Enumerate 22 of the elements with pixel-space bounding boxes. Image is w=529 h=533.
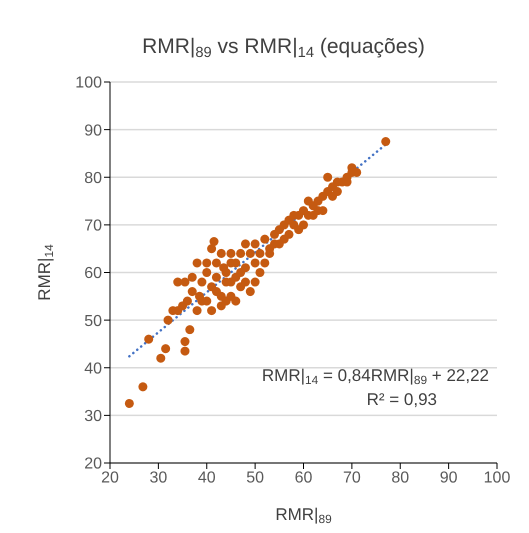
x-tick-label: 30 — [149, 469, 168, 486]
x-tick-label: 40 — [198, 469, 216, 486]
x-axis-title: RMR|$_{89}$ — [275, 505, 332, 526]
chart-title: RMR|$_{89}$ vs RMR|$_{14}$ (equações) — [142, 35, 425, 61]
x-tick-label: 60 — [294, 469, 312, 486]
x-tick-label: 50 — [246, 469, 264, 486]
y-tick-label: 50 — [84, 312, 102, 330]
y-tick-label: 20 — [84, 456, 102, 473]
y-tick-label: 80 — [84, 170, 102, 187]
y-tick-label: 70 — [84, 218, 102, 235]
x-tick-label: 20 — [101, 469, 119, 486]
y-tick-label: 60 — [84, 265, 102, 282]
y-tick-label: 40 — [84, 360, 102, 378]
annotation: RMR|$_{14}$ = 0,84RMR|$_{89}$ + 22,22 — [262, 366, 489, 388]
y-tick-label: 100 — [75, 74, 102, 92]
x-tick-label: 90 — [440, 469, 458, 486]
x-tick-label: 70 — [342, 469, 361, 486]
x-tick-label: 80 — [391, 469, 410, 486]
y-tick-label: 90 — [84, 122, 102, 140]
annotation: R² = 0,93 — [366, 390, 437, 410]
x-tick-label: 100 — [484, 469, 510, 486]
y-tick-label: 30 — [84, 408, 102, 426]
